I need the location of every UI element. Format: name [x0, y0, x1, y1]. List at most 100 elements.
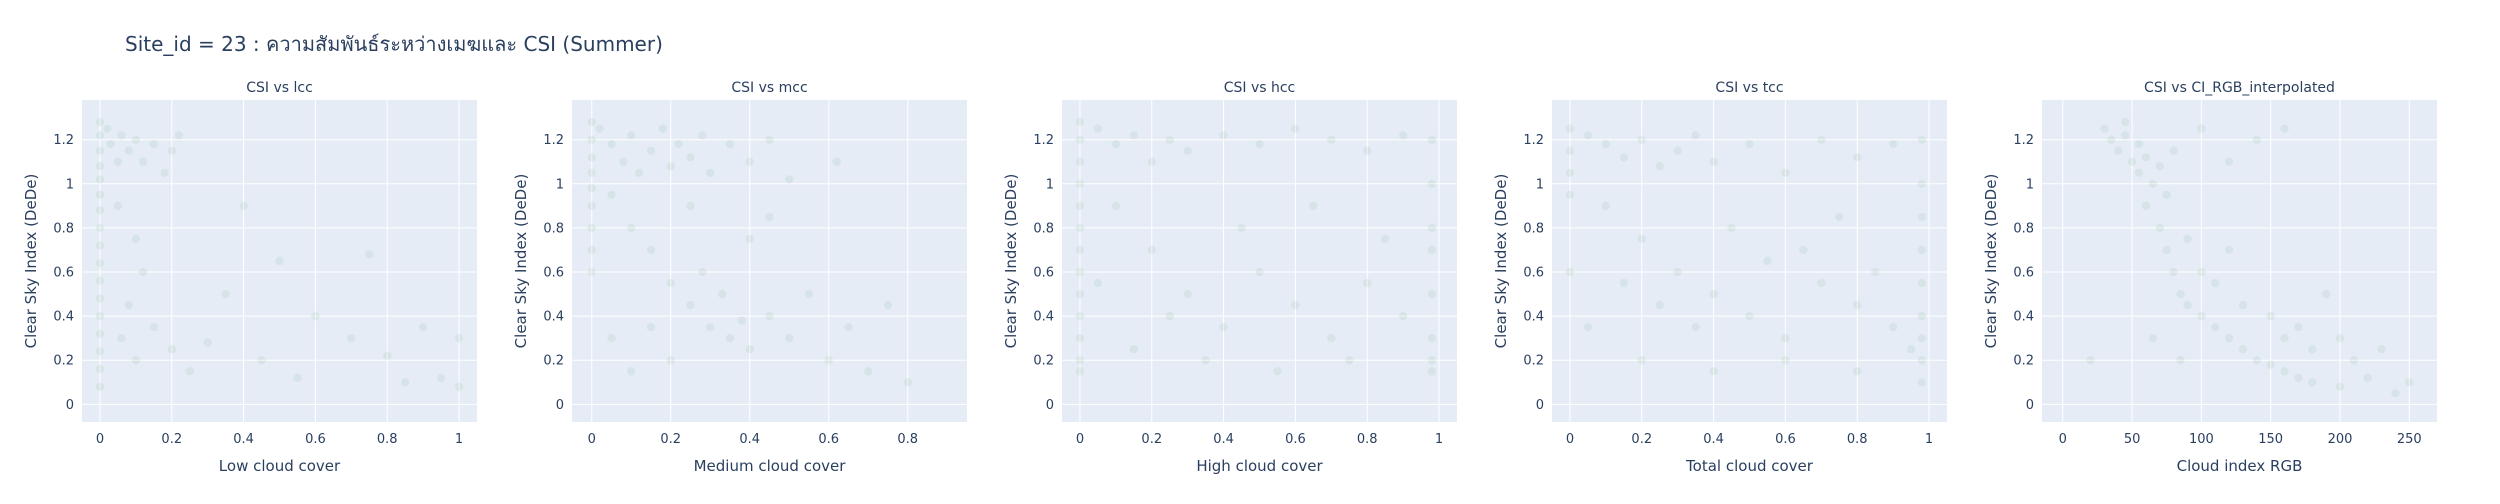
- x-tick-label: 0.2: [1141, 432, 1162, 447]
- data-point: [1075, 245, 1085, 255]
- data-point: [587, 267, 596, 277]
- y-tick-label: 1: [556, 177, 564, 192]
- data-point: [1345, 356, 1354, 365]
- data-point: [2155, 223, 2165, 233]
- data-point: [824, 356, 833, 365]
- data-point: [587, 168, 596, 177]
- y-axis-label: Clear Sky Index (DeDe): [22, 174, 40, 349]
- data-point: [2280, 124, 2289, 133]
- x-tick-label: 0: [1076, 432, 1084, 447]
- data-point: [646, 245, 656, 255]
- data-point: [698, 267, 707, 277]
- data-point: [1255, 139, 1264, 149]
- y-tick-label: 1: [2026, 177, 2034, 192]
- data-point: [2363, 373, 2372, 383]
- data-point: [627, 367, 636, 376]
- data-point: [595, 124, 604, 133]
- data-point: [95, 382, 105, 391]
- y-axis-label: Clear Sky Index (DeDe): [1492, 174, 1510, 349]
- data-point: [113, 201, 123, 211]
- data-point: [418, 322, 428, 332]
- y-tick-label: 0: [1536, 398, 1544, 413]
- data-point: [2197, 124, 2206, 133]
- y-tick-label: 0.2: [543, 354, 564, 369]
- data-point: [1888, 322, 1898, 332]
- x-axis-label: Medium cloud cover: [694, 457, 847, 475]
- data-point: [587, 153, 596, 162]
- plot-area: [2042, 100, 2437, 422]
- data-point: [745, 234, 754, 244]
- data-point: [1183, 146, 1192, 155]
- data-point: [2162, 190, 2171, 200]
- data-point: [765, 311, 774, 321]
- data-point: [1817, 135, 1826, 144]
- data-point: [2114, 146, 2123, 155]
- data-point: [2252, 356, 2262, 365]
- data-point: [1291, 124, 1300, 133]
- data-point: [587, 201, 596, 211]
- data-point: [2224, 333, 2234, 343]
- data-point: [1745, 139, 1754, 149]
- data-point: [864, 367, 873, 376]
- data-point: [365, 250, 374, 259]
- y-tick-label: 0.2: [53, 354, 74, 369]
- data-point: [1273, 367, 1282, 376]
- data-point: [102, 124, 112, 133]
- y-tick-label: 0.2: [1523, 354, 1544, 369]
- y-tick-label: 0.8: [53, 221, 74, 236]
- y-tick-label: 0.4: [53, 310, 74, 325]
- data-point: [619, 157, 628, 166]
- y-tick-label: 1: [1536, 177, 1544, 192]
- data-point: [1075, 267, 1085, 277]
- data-point: [587, 245, 596, 255]
- data-point: [2141, 153, 2151, 162]
- data-point: [2183, 300, 2192, 310]
- x-axis-label: Low cloud cover: [219, 457, 341, 475]
- data-point: [646, 146, 656, 155]
- data-point: [1093, 278, 1103, 288]
- data-point: [1917, 311, 1927, 321]
- data-point: [436, 373, 446, 383]
- data-point: [1075, 135, 1085, 144]
- data-point: [2176, 356, 2185, 365]
- data-point: [95, 294, 105, 303]
- y-tick-label: 0.8: [1523, 221, 1544, 236]
- data-point: [1075, 157, 1085, 166]
- data-point: [1075, 223, 1085, 233]
- x-tick-label: 0.6: [1285, 432, 1306, 447]
- data-point: [2391, 389, 2400, 398]
- data-point: [1427, 367, 1437, 376]
- y-axis-label: Clear Sky Index (DeDe): [512, 174, 530, 349]
- y-tick-label: 1.2: [543, 133, 564, 148]
- data-point: [903, 378, 912, 387]
- data-point: [587, 117, 596, 127]
- data-point: [1745, 311, 1754, 321]
- data-point: [666, 161, 675, 171]
- data-point: [1583, 131, 1593, 140]
- data-point: [1237, 223, 1246, 233]
- data-point: [1075, 179, 1085, 189]
- data-point: [117, 131, 126, 140]
- y-tick-label: 0.6: [1033, 266, 1054, 281]
- data-point: [454, 382, 464, 391]
- data-point: [2294, 322, 2303, 332]
- data-point: [587, 135, 596, 144]
- data-point: [1835, 212, 1844, 222]
- data-point: [1727, 223, 1736, 233]
- data-point: [2162, 245, 2171, 255]
- y-tick-label: 0: [1046, 398, 1054, 413]
- y-tick-label: 0: [556, 398, 564, 413]
- data-point: [1565, 168, 1575, 177]
- data-point: [2211, 278, 2220, 288]
- data-point: [646, 322, 656, 332]
- data-point: [1917, 135, 1927, 144]
- data-point: [765, 135, 774, 144]
- data-point: [1147, 157, 1156, 166]
- data-point: [2294, 373, 2303, 383]
- data-point: [131, 234, 141, 244]
- data-point: [1917, 378, 1927, 387]
- data-point: [1917, 333, 1927, 343]
- data-point: [717, 289, 727, 299]
- data-point: [1709, 367, 1718, 376]
